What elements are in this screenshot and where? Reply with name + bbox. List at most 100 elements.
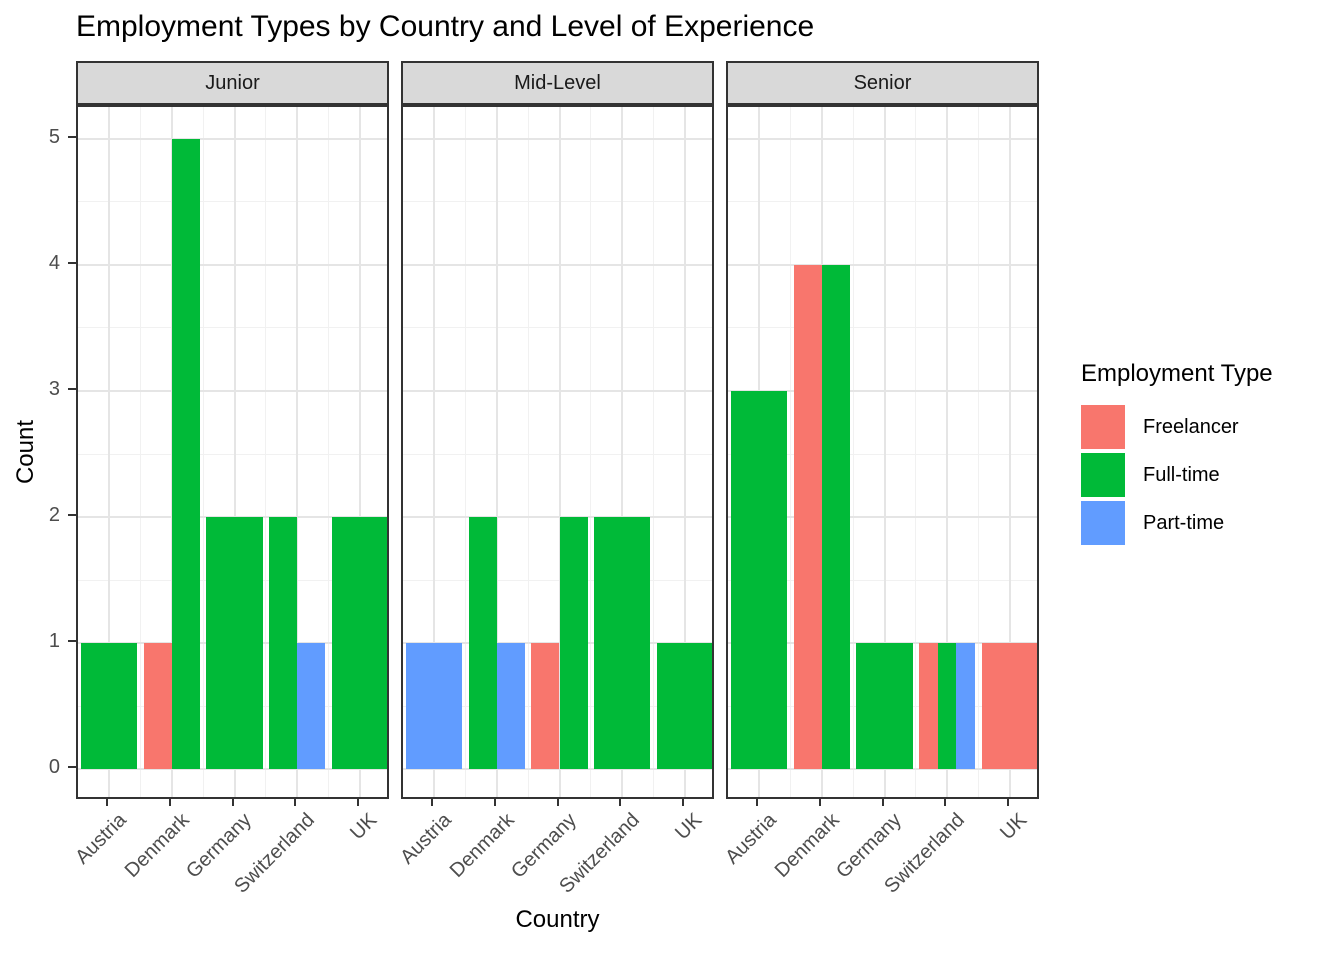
bar-mid-level-germany-full-time <box>559 517 588 770</box>
bar-mid-level-uk-full-time <box>656 643 712 770</box>
gridline-v-major <box>433 107 436 797</box>
bar-junior-denmark-freelancer <box>143 643 172 770</box>
legend-item-part-time: Part-time <box>1081 501 1273 545</box>
bar-junior-uk-full-time <box>331 517 387 770</box>
bar-senior-denmark-freelancer <box>793 264 822 770</box>
panel-inner <box>728 107 1037 797</box>
gridline-h-major <box>78 137 387 140</box>
gridline-h-major <box>403 516 712 519</box>
gridline-v-major <box>296 107 299 797</box>
y-axis-title: Count <box>12 419 39 485</box>
gridline-h-minor <box>403 453 712 455</box>
panel-inner <box>78 107 387 797</box>
facet-strip-mid-level: Mid-Level <box>401 61 714 105</box>
gridline-h-major <box>403 389 712 392</box>
facet-mid-level: Mid-Level Austria Denmark Germany Switzerlan… <box>396 0 714 960</box>
gridline-h-major <box>403 137 712 140</box>
gridline-h-minor <box>403 327 712 329</box>
facet-strip-label: Senior <box>853 71 912 94</box>
bar-senior-switzerland-freelancer <box>918 643 938 770</box>
x-axis-tick <box>1006 799 1009 806</box>
gridline-h-major <box>728 263 1037 266</box>
gridline-v-minor <box>790 107 792 797</box>
legend-item-full-time: Full-time <box>1081 453 1273 497</box>
gridline-h-minor <box>728 453 1037 455</box>
legend-swatch-freelancer <box>1081 405 1125 449</box>
gridline-h-major <box>728 389 1037 392</box>
y-tick-label-1: 1 <box>48 630 60 653</box>
legend-label-full-time: Full-time <box>1143 463 1220 486</box>
gridline-v-minor <box>527 107 529 797</box>
bar-senior-denmark-full-time <box>821 264 851 770</box>
gridline-v-major <box>946 107 949 797</box>
facet-strip-senior: Senior <box>726 61 1039 105</box>
facet-panel-mid-level <box>401 105 714 799</box>
gridline-v-minor <box>977 107 979 797</box>
bar-senior-austria-full-time <box>731 390 788 770</box>
y-axis-tick <box>68 135 76 138</box>
legend-title: Employment Type <box>1081 360 1273 387</box>
y-tick-label-3: 3 <box>48 377 60 400</box>
gridline-v-major <box>621 107 624 797</box>
bar-mid-level-austria-part-time <box>406 643 463 770</box>
gridline-h-major <box>78 768 387 771</box>
gridline-h-minor <box>78 453 387 455</box>
gridline-h-major <box>403 263 712 266</box>
legend-swatch-full-time <box>1081 453 1125 497</box>
y-axis-tick <box>68 640 76 643</box>
gridline-h-minor <box>728 201 1037 203</box>
gridline-v-minor <box>652 107 654 797</box>
bar-junior-austria-full-time <box>81 643 138 770</box>
gridline-v-minor <box>852 107 854 797</box>
gridline-h-major <box>728 137 1037 140</box>
gridline-v-major <box>683 107 686 797</box>
bar-senior-switzerland-full-time <box>937 643 957 770</box>
y-axis-tick <box>68 261 76 264</box>
gridline-h-minor <box>78 327 387 329</box>
bar-mid-level-denmark-part-time <box>496 643 526 770</box>
gridline-v-major <box>495 107 498 797</box>
gridline-h-minor <box>728 327 1037 329</box>
gridline-v-minor <box>140 107 142 797</box>
bar-senior-germany-full-time <box>856 643 913 770</box>
panel-inner <box>403 107 712 797</box>
y-tick-label-0: 0 <box>48 756 60 779</box>
x-tick-label-austria: Austria <box>71 809 131 869</box>
bar-mid-level-switzerland-full-time <box>593 517 651 770</box>
gridline-v-major <box>233 107 236 797</box>
gridline-h-major <box>78 389 387 392</box>
gridline-h-minor <box>403 201 712 203</box>
gridline-h-major <box>403 768 712 771</box>
x-tick-label-austria: Austria <box>721 809 781 869</box>
gridline-h-major <box>728 768 1037 771</box>
x-tick-label-denmark: Denmark <box>770 809 844 882</box>
legend-items: Freelancer Full-time Part-time <box>1081 405 1273 545</box>
bar-junior-denmark-full-time <box>171 138 201 770</box>
y-axis-tick <box>68 387 76 390</box>
gridline-v-major <box>358 107 361 797</box>
bar-senior-uk-freelancer <box>981 643 1037 770</box>
facet-strip-label: Mid-Level <box>514 71 601 94</box>
x-tick-label-uk: UK <box>996 809 1032 845</box>
bar-junior-switzerland-part-time <box>297 643 326 770</box>
bar-junior-switzerland-full-time <box>268 517 298 770</box>
legend-swatch-part-time <box>1081 501 1125 545</box>
legend-item-freelancer: Freelancer <box>1081 405 1273 449</box>
x-axis-tick <box>944 799 947 806</box>
x-axis-tick <box>294 799 297 806</box>
x-axis-tick <box>881 799 884 806</box>
x-tick-label-uk: UK <box>346 809 382 845</box>
x-tick-label-denmark: Denmark <box>120 809 194 882</box>
facet-strip-junior: Junior <box>76 61 389 105</box>
bar-junior-germany-full-time <box>206 517 263 770</box>
y-axis-tick <box>68 766 76 769</box>
legend: Employment Type Freelancer Full-time Part-… <box>1081 360 1273 549</box>
legend-label-freelancer: Freelancer <box>1143 415 1239 438</box>
gridline-v-major <box>883 107 886 797</box>
facet-panel-senior <box>726 105 1039 799</box>
x-axis-tick <box>818 799 821 806</box>
bar-senior-switzerland-part-time <box>956 643 976 770</box>
gridline-h-minor <box>403 579 712 581</box>
gridline-v-major <box>1008 107 1011 797</box>
x-axis-tick <box>681 799 684 806</box>
